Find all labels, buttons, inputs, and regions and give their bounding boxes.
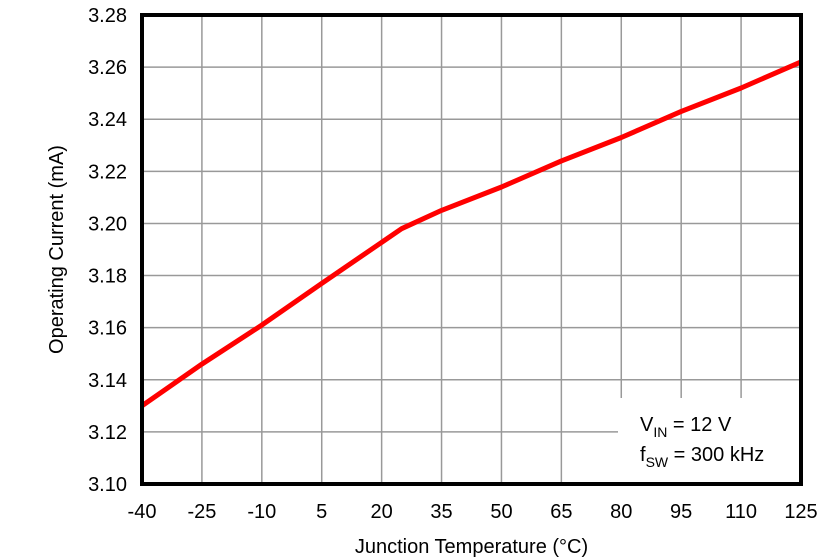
y-tick-label: 3.12 (88, 422, 127, 444)
fsw-annotation: fSW = 300 kHz (640, 444, 764, 470)
data-series (140, 59, 802, 408)
y-tick-label: 3.14 (88, 370, 127, 392)
y-tick-label: 3.18 (88, 266, 127, 288)
y-tick-label: 3.16 (88, 318, 127, 340)
x-axis-tick-labels: -40 -25 -10 5 20 35 50 65 80 95 110 125 (128, 501, 818, 523)
plot-frame (140, 13, 803, 486)
y-tick-label: 3.22 (88, 161, 127, 183)
x-tick-label: 125 (784, 501, 817, 523)
y-axis-title: Operating Current (mA) (46, 145, 68, 354)
y-tick-label: 3.26 (88, 57, 127, 79)
operating-current-line (140, 59, 802, 408)
y-tick-label: 3.10 (88, 474, 127, 496)
y-tick-label: 3.24 (88, 109, 127, 131)
y-tick-label: 3.28 (88, 5, 127, 27)
x-tick-label: 50 (490, 501, 512, 523)
x-axis-title: Junction Temperature (°C) (355, 536, 588, 558)
x-tick-label: 35 (430, 501, 452, 523)
vin-annotation: VIN = 12 V (640, 414, 732, 440)
x-tick-label: 20 (371, 501, 393, 523)
x-tick-label: 95 (670, 501, 692, 523)
x-tick-label: 65 (550, 501, 572, 523)
x-tick-label: 110 (725, 501, 757, 523)
x-tick-label: -10 (247, 501, 276, 523)
y-tick-label: 3.20 (88, 213, 127, 235)
x-tick-label: -40 (128, 501, 157, 523)
annotation-background (618, 398, 801, 484)
x-tick-label: -25 (187, 501, 216, 523)
y-axis-tick-labels: 3.10 3.12 3.14 3.16 3.18 3.20 3.22 3.24 3.26 3.28 (88, 5, 127, 496)
condition-annotation-box: VIN = 12 V fSW = 300 kHz (618, 398, 801, 484)
x-tick-label: 5 (316, 501, 327, 523)
x-tick-label: 80 (610, 501, 632, 523)
